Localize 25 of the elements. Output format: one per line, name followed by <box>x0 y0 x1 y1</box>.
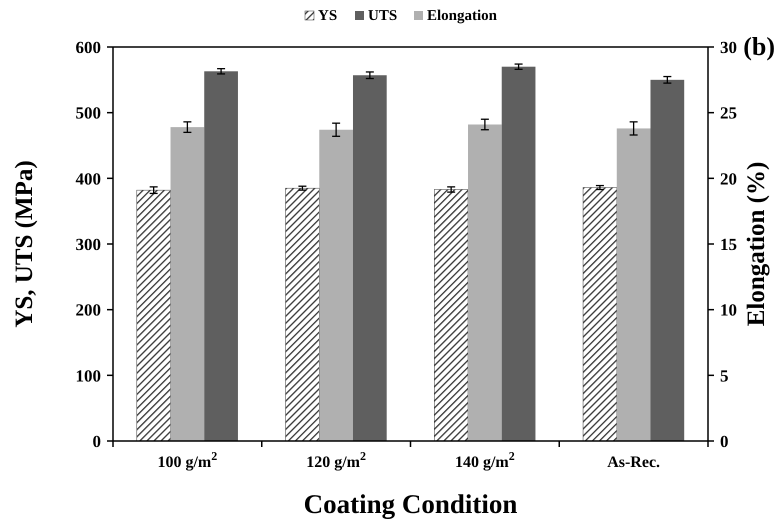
x-tick-label: 100 g/m$^{2}$ <box>157 449 218 471</box>
y-axis-title: YS, UTS (MPa) <box>11 160 38 328</box>
y2-tick-label: 0 <box>720 432 728 451</box>
y2-tick-label: 5 <box>720 366 728 386</box>
y-tick-label: 200 <box>76 300 101 320</box>
x-tick-label: 140 g/m$^{2}$ <box>454 449 515 471</box>
legend-label: UTS <box>368 8 398 24</box>
y2-tick-label: 30 <box>720 38 737 57</box>
y2-tick-label: 20 <box>720 169 737 188</box>
y2-axis-title: Elongation (%) <box>743 162 770 326</box>
legend-label: Elongation <box>427 8 498 24</box>
y-tick-label: 400 <box>76 169 101 188</box>
y-tick-label: 0 <box>92 432 101 451</box>
y2-tick-label: 10 <box>720 300 737 320</box>
y-tick-label: 500 <box>76 104 101 123</box>
y2-tick-label: 15 <box>720 234 737 254</box>
text: (b) <box>743 32 775 61</box>
y-tick-label: 100 <box>76 366 101 386</box>
y-tick-label: 300 <box>76 234 101 254</box>
x-tick-label: 120 g/m$^{2}$ <box>306 449 366 471</box>
y-tick-label: 600 <box>76 38 101 57</box>
y2-tick-label: 25 <box>720 104 737 123</box>
x-tick-label: As-Rec. <box>607 454 660 471</box>
x-axis-title: Coating Condition <box>304 489 518 519</box>
legend-label: YS <box>318 8 338 24</box>
